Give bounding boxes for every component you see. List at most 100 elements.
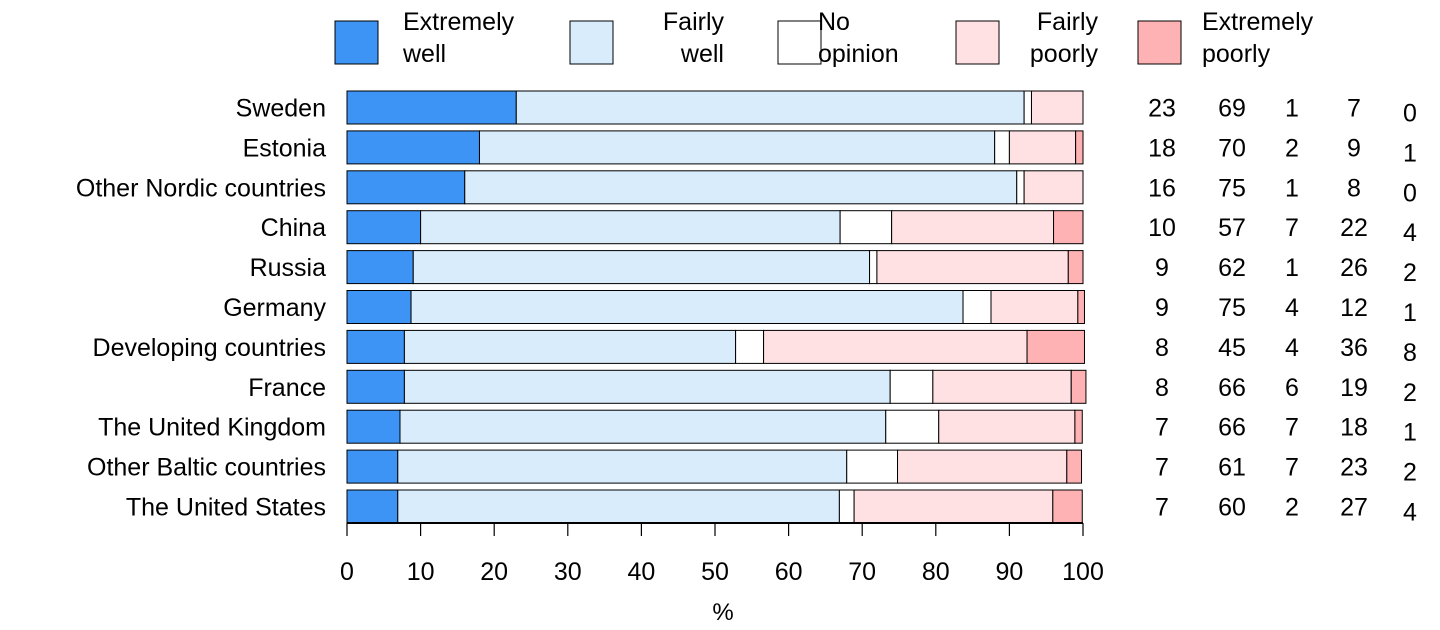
bar-segment-fairly-well: [397, 449, 848, 484]
value-fairly-well: 61: [1218, 454, 1246, 482]
value-no-opinion: 4: [1285, 294, 1299, 322]
value-fairly-poorly: 23: [1340, 454, 1368, 482]
legend-label-fairly-well: Fairly well: [663, 8, 725, 68]
bar-segment-extremely-well: [346, 210, 422, 245]
value-fairly-well: 57: [1218, 214, 1246, 242]
category-label: Other Baltic countries: [87, 454, 326, 482]
value-extremely-well: 8: [1155, 374, 1169, 402]
value-extremely-well: 7: [1155, 494, 1169, 522]
x-tick-label: 10: [407, 558, 435, 586]
legend-label-no-opinion: No opinion: [818, 8, 899, 68]
x-tick-label: 0: [340, 558, 354, 586]
bar-segment-extremely-poorly: [1067, 250, 1084, 285]
value-no-opinion: 1: [1285, 174, 1299, 202]
bar-segment-fairly-poorly: [853, 489, 1054, 524]
bar-segment-no-opinion: [885, 409, 940, 444]
bar-segment-extremely-poorly: [1075, 130, 1084, 165]
bar-segment-extremely-well: [346, 90, 517, 125]
value-extremely-poorly: 2: [1403, 259, 1417, 287]
value-extremely-well: 7: [1155, 414, 1169, 442]
legend: Extremely well Fairly well No opinion Fairly po…: [334, 8, 1314, 68]
legend-swatch-extremely-poorly: [1137, 20, 1182, 65]
value-extremely-well: 7: [1155, 454, 1169, 482]
bar-segment-extremely-poorly: [1026, 329, 1085, 364]
bar-segment-extremely-well: [346, 130, 480, 165]
category-label: The United Kingdom: [98, 414, 326, 442]
category-label: Developing countries: [93, 334, 326, 362]
bar-segment-no-opinion: [869, 250, 878, 285]
value-no-opinion: 4: [1285, 334, 1299, 362]
x-tick-label: 70: [848, 558, 876, 586]
bar-segment-no-opinion: [994, 130, 1010, 165]
bar-segment-fairly-well: [464, 170, 1018, 205]
bar-row-germany: [346, 290, 1085, 324]
value-extremely-well: 23: [1148, 95, 1176, 123]
bar-segment-extremely-poorly: [1074, 409, 1083, 444]
value-fairly-poorly: 36: [1340, 334, 1368, 362]
category-label: Sweden: [236, 95, 326, 123]
bar-segment-fairly-well: [420, 210, 841, 245]
value-no-opinion: 1: [1285, 254, 1299, 282]
bar-segment-fairly-poorly: [932, 369, 1072, 404]
value-fairly-poorly: 18: [1340, 414, 1368, 442]
bar-segment-extremely-well: [346, 290, 412, 324]
value-fairly-poorly: 9: [1347, 134, 1361, 162]
bar-row-estonia: [346, 130, 1084, 165]
bar-segment-no-opinion: [1023, 90, 1032, 125]
category-labels: Sweden Estonia Other Nordic countries China…: [76, 95, 327, 522]
category-label: Germany: [223, 294, 326, 322]
bar-row-china: [346, 210, 1084, 245]
bar-segment-extremely-well: [346, 170, 466, 205]
x-tick-label: 50: [701, 558, 729, 586]
bar-segment-no-opinion: [839, 210, 893, 245]
bar-segment-extremely-well: [346, 250, 414, 285]
value-extremely-poorly: 1: [1403, 139, 1417, 167]
bar-row-france: [346, 369, 1087, 404]
bar-segment-extremely-well: [346, 489, 399, 524]
value-fairly-well: 60: [1218, 494, 1246, 522]
value-extremely-well: 10: [1148, 214, 1176, 242]
bar-segment-extremely-poorly: [1066, 449, 1083, 484]
bar-segment-no-opinion: [889, 369, 934, 404]
value-extremely-poorly: 4: [1403, 219, 1417, 247]
value-fairly-well: 70: [1218, 134, 1246, 162]
value-fairly-well: 66: [1218, 374, 1246, 402]
bar-segment-fairly-well: [399, 409, 887, 444]
bar-segment-fairly-poorly: [876, 250, 1069, 285]
bar-row-developing-countries: [346, 329, 1085, 364]
value-no-opinion: 7: [1285, 414, 1299, 442]
category-label: China: [261, 214, 326, 242]
bar-segment-extremely-poorly: [1077, 290, 1085, 324]
value-fairly-poorly: 22: [1340, 214, 1368, 242]
category-label: Other Nordic countries: [76, 174, 326, 202]
bar-segment-fairly-well: [410, 290, 964, 324]
bar-segment-fairly-well: [403, 369, 891, 404]
value-no-opinion: 1: [1285, 95, 1299, 123]
bar-row-the-united-states: [346, 489, 1083, 524]
x-tick-label: 40: [627, 558, 655, 586]
bar-segment-fairly-well: [412, 250, 871, 285]
x-tick-label: 20: [480, 558, 508, 586]
value-fairly-well: 62: [1218, 254, 1246, 282]
value-extremely-well: 9: [1155, 294, 1169, 322]
bar-segment-extremely-well: [346, 409, 401, 444]
bar-segment-no-opinion: [846, 449, 899, 484]
bar-segment-no-opinion: [838, 489, 855, 524]
value-fairly-poorly: 8: [1347, 174, 1361, 202]
x-tick-label: 80: [922, 558, 950, 586]
value-no-opinion: 2: [1285, 494, 1299, 522]
value-extremely-poorly: 2: [1403, 459, 1417, 487]
bar-segment-fairly-well: [478, 130, 996, 165]
bar-segment-extremely-poorly: [1052, 489, 1083, 524]
value-fairly-well: 45: [1218, 334, 1246, 362]
legend-swatch-extremely-well: [334, 20, 379, 65]
bar-segment-fairly-well: [397, 489, 840, 524]
legend-item-extremely-well: Extremely well: [334, 8, 515, 68]
bar-segment-no-opinion: [1016, 170, 1025, 205]
bar-segment-fairly-poorly: [938, 409, 1076, 444]
value-extremely-poorly: 2: [1403, 379, 1417, 407]
value-extremely-well: 16: [1148, 174, 1176, 202]
value-extremely-poorly: 0: [1403, 100, 1417, 128]
value-extremely-poorly: 4: [1403, 499, 1417, 527]
